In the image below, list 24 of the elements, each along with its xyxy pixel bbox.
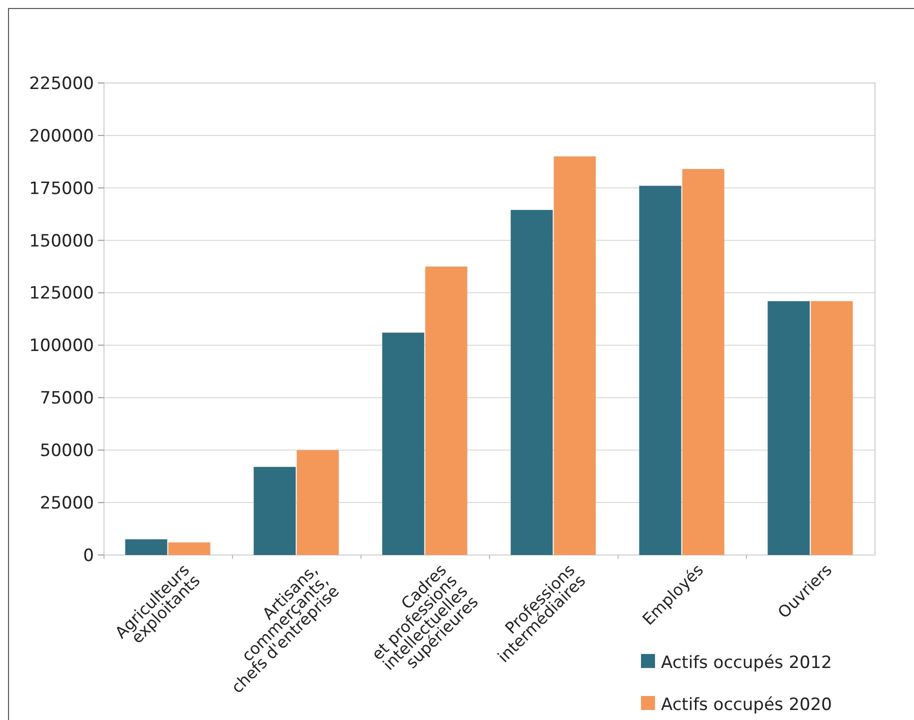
y-tick-label: 100000 [29,336,94,356]
bar [768,301,810,555]
y-tick-label: 25000 [40,494,94,514]
y-tick-label: 125000 [29,284,94,304]
y-tick-label: 50000 [40,441,94,462]
bar [382,332,424,555]
y-tick-label: 75000 [40,388,94,409]
bar [810,301,853,555]
bar [168,542,210,555]
bar [425,266,468,555]
bar [125,539,168,555]
y-tick-label: 175000 [29,178,94,199]
bar [682,169,724,555]
legend-label: Actifs occupés 2012 [661,652,832,673]
y-tick-label: 225000 [29,74,94,94]
bar [296,450,339,555]
y-tick-label: 200000 [29,126,94,146]
bar [554,156,596,555]
y-tick-label: 150000 [29,231,94,252]
bar [639,186,682,555]
legend-label: Actifs occupés 2020 [661,694,832,715]
bar [510,210,553,555]
y-tick-label: 0 [83,546,94,566]
bar [254,466,296,555]
